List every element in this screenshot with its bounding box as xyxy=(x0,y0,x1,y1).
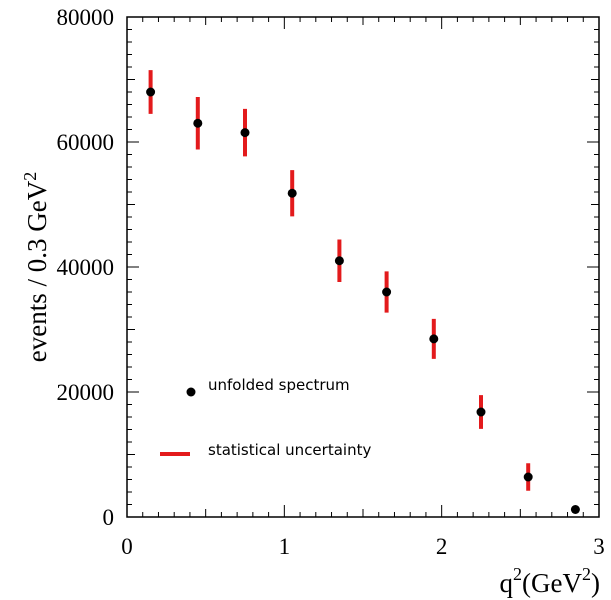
data-point xyxy=(382,287,392,297)
error-bars xyxy=(148,70,531,491)
data-point xyxy=(193,118,203,128)
y-axis-title-sup: 2 xyxy=(20,172,40,181)
legend-point-marker xyxy=(186,387,196,397)
data-point xyxy=(523,472,533,482)
x-axis-title-unit-close: ) xyxy=(591,568,600,598)
axis-ticks xyxy=(126,16,600,518)
legend-points-label: unfolded spectrum xyxy=(208,376,350,394)
y-tick-label: 40000 xyxy=(57,255,115,280)
data-point xyxy=(240,128,250,138)
x-tick-label: 3 xyxy=(593,534,605,559)
x-axis-title: q2(GeV2) xyxy=(500,564,600,598)
x-axis-title-unit-open: (GeV xyxy=(522,568,582,598)
x-axis-title-unit-sup: 2 xyxy=(582,564,591,584)
x-tick-label: 0 xyxy=(121,534,133,559)
legend: unfolded spectrum statistical uncertaint… xyxy=(160,376,371,459)
x-axis-title-sup: 2 xyxy=(513,564,522,584)
y-tick-label: 0 xyxy=(103,505,115,530)
x-axis-title-base: q xyxy=(500,568,514,598)
y-tick-label: 80000 xyxy=(57,5,115,30)
data-point xyxy=(146,87,156,97)
data-point xyxy=(287,188,297,198)
data-point xyxy=(334,256,344,266)
data-points xyxy=(146,87,580,514)
data-point xyxy=(476,407,486,417)
y-axis-title-base: events / 0.3 GeV xyxy=(22,180,52,362)
x-tick-label: 1 xyxy=(279,534,291,559)
legend-errors-label: statistical uncertainty xyxy=(208,441,371,459)
data-point xyxy=(570,505,580,514)
y-tick-label: 60000 xyxy=(57,130,115,155)
y-tick-label: 20000 xyxy=(57,380,115,405)
data-point xyxy=(429,334,439,344)
y-tick-labels: 0 20000 40000 60000 80000 xyxy=(57,5,115,530)
x-tick-labels: 0 1 2 3 xyxy=(121,534,605,559)
x-tick-label: 2 xyxy=(436,534,448,559)
y-axis-title: events / 0.3 GeV2 xyxy=(20,172,52,362)
